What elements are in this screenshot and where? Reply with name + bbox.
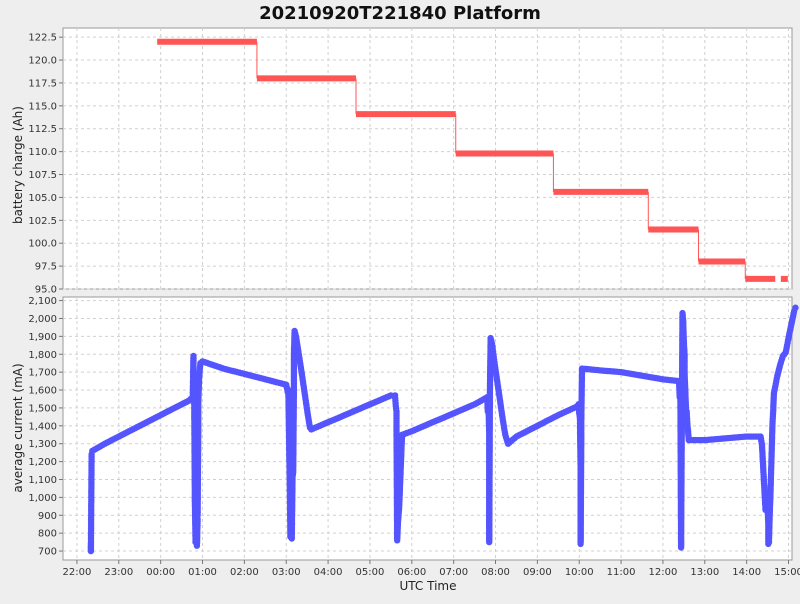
y-tick-label-charge: 105.0 [28, 193, 57, 204]
y-tick-label-current: 1,600 [28, 386, 57, 397]
x-tick-label: 12:00 [649, 567, 678, 578]
panel-current: 700 800 900 1,000 1,100 1,200 1,300 1,400 1,500 1… [28, 296, 799, 561]
x-tick-label: 13:00 [690, 567, 719, 578]
plot-area-current [62, 296, 793, 561]
x-tick-label: 23:00 [104, 567, 133, 578]
y-tick-label-current: 1,900 [28, 332, 57, 343]
y-tick-label-charge: 117.5 [28, 78, 57, 89]
y-tick-label-charge: 102.5 [28, 216, 57, 227]
chart-title: 20210920T221840 Platform [259, 3, 541, 24]
x-tick-label: 06:00 [397, 567, 426, 578]
x-tick-label: 00:00 [146, 567, 175, 578]
x-tick-label: 10:00 [565, 567, 594, 578]
x-tick-label: 02:00 [230, 567, 259, 578]
y-tick-label-current: 1,500 [28, 403, 57, 414]
y-tick-label-current: 1,400 [28, 421, 57, 432]
y-tick-label-charge: 112.5 [28, 124, 57, 135]
y-tick-label-charge: 110.0 [28, 147, 57, 158]
y-tick-label-current: 1,200 [28, 457, 57, 468]
y-tick-label-current: 1,700 [28, 368, 57, 379]
y-axis-title-charge: battery charge (Ah) [11, 106, 25, 224]
x-axis-title: UTC Time [400, 579, 457, 593]
y-tick-label-charge: 107.5 [28, 170, 57, 181]
y-axis-title-current: average current (mA) [11, 363, 25, 492]
y-tick-label-current: 1,300 [28, 439, 57, 450]
x-tick-label: 14:00 [732, 567, 761, 578]
x-tick-label: 09:00 [523, 567, 552, 578]
x-tick-label: 05:00 [356, 567, 385, 578]
y-tick-label-charge: 95.0 [35, 285, 57, 296]
y-tick-label-current: 900 [38, 511, 57, 522]
x-tick-label: 11:00 [607, 567, 636, 578]
y-tick-label-current: 1,000 [28, 493, 57, 504]
panel-charge: 95.0 97.5 100.0 102.5 105.0 107.5 110.0 112.5 11… [28, 27, 793, 296]
x-tick-label: 22:00 [63, 567, 92, 578]
y-tick-label-current: 700 [38, 547, 57, 558]
y-tick-label-current: 800 [38, 529, 57, 540]
x-tick-label: 03:00 [272, 567, 301, 578]
y-tick-label-current: 1,800 [28, 350, 57, 361]
y-tick-label-charge: 115.0 [28, 101, 57, 112]
y-tick-label-current: 1,100 [28, 475, 57, 486]
y-tick-label-current: 2,000 [28, 314, 57, 325]
x-tick-label: 01:00 [188, 567, 217, 578]
x-tick-label: 04:00 [314, 567, 343, 578]
y-tick-label-charge: 120.0 [28, 56, 57, 67]
x-tick-label: 08:00 [481, 567, 510, 578]
y-tick-label-charge: 122.5 [28, 33, 57, 44]
y-tick-label-charge: 97.5 [35, 262, 57, 273]
y-tick-label-charge: 100.0 [28, 239, 57, 250]
current-point [792, 304, 799, 311]
x-tick-label: 07:00 [439, 567, 468, 578]
x-tick-label: 15:00 [774, 567, 800, 578]
plot-area-charge [62, 27, 793, 290]
x-axis: 22:00 23:00 00:00 01:00 02:00 03:00 04:00 05:00… [63, 560, 800, 578]
y-tick-label-current: 2,100 [28, 296, 57, 307]
